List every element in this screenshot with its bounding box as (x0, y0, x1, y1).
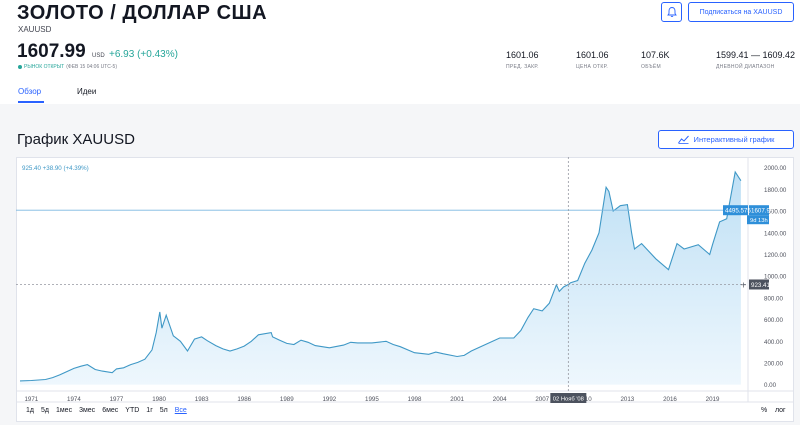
x-tick-label: 1998 (408, 396, 422, 403)
stat-label: ОБЪЁМ (641, 64, 661, 70)
status-dot-icon (18, 65, 22, 69)
countdown-box (747, 215, 769, 225)
price-line (19, 170, 742, 382)
tab-ideas[interactable]: Идеи (77, 87, 97, 96)
x-tick-label: 1986 (237, 396, 251, 403)
y-tick-label: 400.00 (764, 339, 783, 346)
stat-label: ПРЕД. ЗАКР. (506, 64, 539, 70)
x-tick-label: 2001 (450, 396, 464, 403)
stat-value: 1599.41 — 1609.42 (716, 50, 796, 60)
interactive-chart-button[interactable]: Интерактивный график (658, 130, 794, 149)
range-selector: 1д 5д 1мес 3мес 6мес YTD 1г 5л Все (26, 407, 194, 414)
range-1y[interactable]: 1г (146, 407, 153, 414)
y-tick-label: 1800.00 (764, 187, 787, 194)
x-tick-label: 1989 (280, 396, 294, 403)
secondary-label-box (723, 205, 748, 216)
range-all[interactable]: Все (174, 407, 187, 414)
crosshair-value-label: 923.41 (751, 282, 770, 289)
price-area (20, 172, 741, 385)
y-tick-label: 200.00 (764, 360, 783, 367)
stat-label: ЦЕНА ОТКР. (576, 64, 609, 70)
ticker-symbol: XAUUSD (18, 25, 52, 34)
x-tick-label: 2016 (663, 396, 677, 403)
stat-value: 1601.06 (506, 50, 539, 60)
percent-scale-button[interactable]: % (761, 407, 768, 414)
stat-day-range: 1599.41 — 1609.42 ДНЕВНОЙ ДИАПАЗОН (716, 50, 795, 70)
chart-section-title: График XAUUSD (17, 131, 135, 148)
interactive-chart-label: Интерактивный график (693, 135, 775, 144)
stat-value: 107.6K (641, 50, 670, 60)
x-tick-label: 1983 (195, 396, 209, 403)
range-1m[interactable]: 1мес (55, 407, 73, 414)
y-tick-label: 1600.00 (764, 209, 787, 216)
page-title: ЗОЛОТО / ДОЛЛАР США (17, 2, 268, 24)
chart-legend: 925.40 +38.90 (+4.39%) (22, 165, 89, 172)
secondary-label: 4495.575 (725, 208, 751, 215)
crosshair-date-label: 02 Нояб '08 (553, 397, 584, 403)
crosshair-date-box (550, 393, 587, 403)
last-price-box (749, 205, 769, 216)
tab-bar: Обзор Идеи (0, 84, 800, 104)
x-tick-label: 1977 (110, 396, 124, 403)
range-5d[interactable]: 5д (40, 407, 49, 414)
active-tab-indicator (18, 101, 44, 103)
market-status: РЫНОК ОТКРЫТ (ФЕВ 15 04:06 UTC-5) (18, 64, 117, 70)
range-5y[interactable]: 5л (159, 407, 168, 414)
x-tick-label: 2013 (620, 396, 634, 403)
y-tick-label: 1000.00 (764, 274, 787, 281)
stat-prev-close: 1601.06 ПРЕД. ЗАКР. (506, 50, 539, 70)
stat-label: ДНЕВНОЙ ДИАПАЗОН (716, 64, 775, 70)
y-tick-label: 1200.00 (764, 252, 787, 259)
x-tick-label: 1971 (24, 396, 38, 403)
countdown-label: 9d 13h (750, 218, 768, 224)
stat-open: 1601.06 ЦЕНА ОТКР. (576, 50, 609, 70)
alert-bell-button[interactable] (661, 2, 682, 22)
bell-icon (666, 7, 677, 18)
range-1d[interactable]: 1д (26, 407, 34, 414)
subscribe-button[interactable]: Подписаться на XAUUSD (688, 2, 794, 22)
range-3m[interactable]: 3мес (79, 407, 96, 414)
range-ytd[interactable]: YTD (125, 407, 140, 414)
currency-label: USD (92, 53, 105, 59)
log-scale-button[interactable]: лог (775, 407, 786, 414)
y-tick-label: 1400.00 (764, 230, 787, 237)
range-6m[interactable]: 6мес (102, 407, 119, 414)
x-tick-label: 1995 (365, 396, 379, 403)
x-tick-label: 1974 (67, 396, 81, 403)
y-tick-label: 2000.00 (764, 165, 787, 172)
last-price-label: 1607.99 (751, 208, 774, 215)
quote-header: ЗОЛОТО / ДОЛЛАР США XAUUSD 1607.99 USD +… (0, 0, 800, 104)
stat-value: 1601.06 (576, 50, 609, 60)
stat-volume: 107.6K ОБЪЁМ (641, 50, 670, 70)
price-chart[interactable]: 2000.00 1800.00 1600.00 1400.00 1200.00 1000.… (16, 157, 794, 422)
x-tick-label: 1992 (322, 396, 336, 403)
market-time: (ФЕВ 15 04:06 UTC-5) (66, 64, 117, 70)
price-change: +6.93 (+0.43%) (109, 49, 178, 60)
chart-line-icon (677, 135, 689, 144)
market-status-text: РЫНОК ОТКРЫТ (24, 64, 65, 70)
crosshair-value-box (749, 279, 769, 290)
y-tick-label: 0.00 (764, 382, 777, 389)
tab-overview[interactable]: Обзор (18, 87, 42, 96)
y-tick-label: 600.00 (764, 317, 783, 324)
x-tick-label: 2004 (493, 396, 507, 403)
x-tick-label: 2007 (535, 396, 549, 403)
last-price: 1607.99 (17, 41, 86, 62)
x-tick-label: 1980 (152, 396, 166, 403)
plus-icon: + (740, 280, 747, 289)
x-tick-label: 2019 (706, 396, 720, 403)
y-tick-label: 800.00 (764, 295, 783, 302)
